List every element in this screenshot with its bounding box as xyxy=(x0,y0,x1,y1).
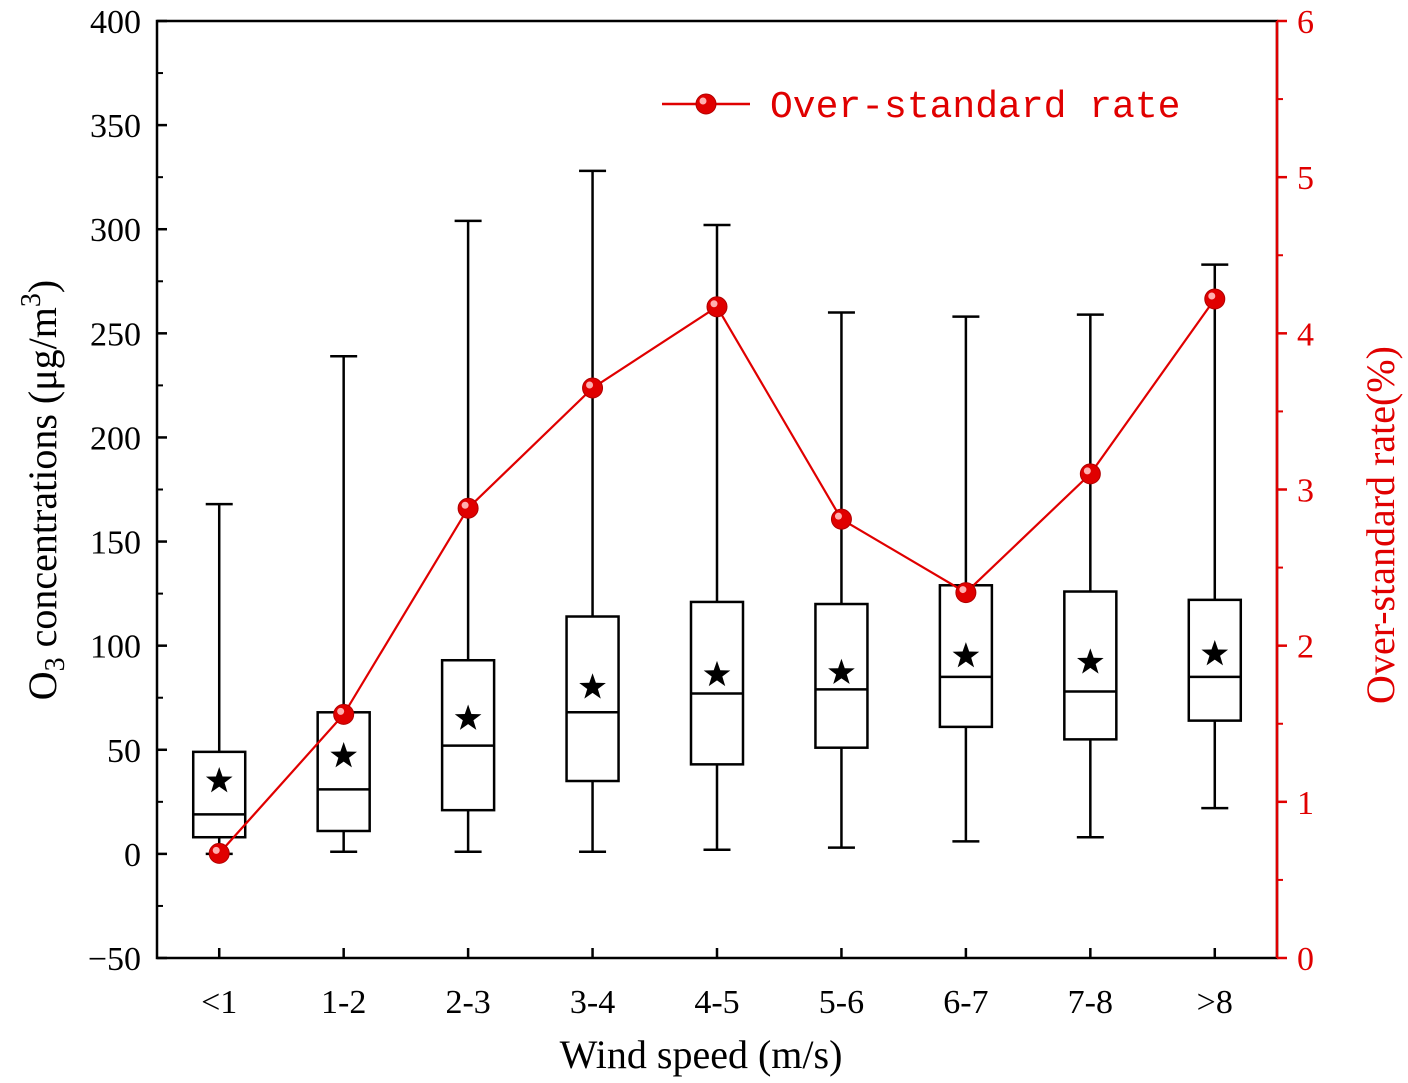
rate-point-3 xyxy=(457,497,479,519)
iqr-box xyxy=(689,600,745,766)
rate-marker xyxy=(1079,463,1101,485)
y-axis-title-subscript: 3 xyxy=(40,657,71,671)
rate-marker xyxy=(333,703,355,725)
legend-label: Over-standard rate xyxy=(770,86,1180,129)
left-tick-label: 400 xyxy=(90,4,141,41)
y-axis-title: O3 concentrations (μg/m3) xyxy=(16,280,71,700)
y-axis-title-end: ) xyxy=(20,280,65,293)
left-tick-label: 250 xyxy=(90,316,141,353)
mean-star xyxy=(1201,640,1229,666)
mean-star xyxy=(1077,648,1104,674)
right-tick-label: 1 xyxy=(1297,785,1314,822)
x-tick-label: 6-7 xyxy=(943,984,988,1021)
box-6 xyxy=(814,311,869,849)
box-1 xyxy=(191,502,247,856)
legend-marker xyxy=(695,93,717,115)
box-2 xyxy=(316,354,371,854)
rate-point-9 xyxy=(1204,288,1226,310)
rate-marker xyxy=(582,377,604,399)
mean-star xyxy=(579,673,606,699)
mean-star xyxy=(205,767,233,793)
iqr-box xyxy=(191,750,247,839)
rate-point-1 xyxy=(208,842,230,864)
left-tick-label: 350 xyxy=(90,108,141,145)
rate-marker xyxy=(208,842,230,864)
y2-axis-title: Over-standard rate(%) xyxy=(1358,346,1403,704)
box-4 xyxy=(565,169,620,854)
x-tick-label: 4-5 xyxy=(694,984,739,1021)
right-tick-label: 2 xyxy=(1297,629,1314,666)
right-tick-label: 0 xyxy=(1297,941,1314,978)
y-axis-title-middle: concentrations (μg/m xyxy=(20,307,65,657)
rate-marker xyxy=(1204,288,1226,310)
right-tick-label: 3 xyxy=(1297,473,1314,510)
rate-marker-highlight xyxy=(212,846,220,854)
x-axis-title: Wind speed (m/s) xyxy=(560,1032,843,1077)
right-tick-label: 4 xyxy=(1297,316,1314,353)
legend-marker-highlight xyxy=(699,97,707,105)
left-tick-label: 0 xyxy=(124,837,141,874)
box-5 xyxy=(689,223,745,851)
box-3 xyxy=(440,219,496,854)
left-tick-label: 300 xyxy=(90,212,141,249)
rate-point-4 xyxy=(582,377,604,399)
right-tick-label: 5 xyxy=(1297,160,1314,197)
left-tick-label: 50 xyxy=(107,733,141,770)
left-tick-label: 200 xyxy=(90,420,141,457)
box-8 xyxy=(1063,313,1118,839)
x-tick-label: 2-3 xyxy=(445,984,490,1021)
rate-marker-highlight xyxy=(1208,292,1216,300)
rate-marker-highlight xyxy=(461,501,469,509)
rate-marker-highlight xyxy=(959,586,967,594)
mean-star xyxy=(330,742,357,768)
rate-marker xyxy=(457,497,479,519)
box-9 xyxy=(1187,263,1243,810)
rate-marker-highlight xyxy=(1083,467,1091,475)
right-tick-label: 6 xyxy=(1297,4,1314,41)
x-tick-label: >8 xyxy=(1197,984,1233,1021)
legend: Over-standard rate xyxy=(662,86,1180,129)
y-axis-title-superscript: 3 xyxy=(16,293,47,307)
box-7 xyxy=(938,315,994,843)
left-tick-label: 150 xyxy=(90,525,141,562)
rate-marker xyxy=(955,582,977,604)
x-axis-ticks: <1 1-2 2-3 3-4 4-5 5-6 6-7 7-8 >8 xyxy=(201,948,1233,1021)
mean-star xyxy=(952,642,980,668)
mean-star xyxy=(703,660,731,687)
left-tick-label: 100 xyxy=(90,629,141,666)
y-axis-title-prefix: O xyxy=(20,671,65,700)
iqr-box xyxy=(440,658,496,812)
rate-point-7 xyxy=(955,582,977,604)
mean-star xyxy=(828,658,855,685)
rate-marker-highlight xyxy=(586,381,594,389)
rate-point-6 xyxy=(830,508,852,530)
x-tick-label: 1-2 xyxy=(321,984,366,1021)
x-tick-label: 3-4 xyxy=(570,984,615,1021)
iqr-box xyxy=(1187,598,1243,722)
left-tick-label: −50 xyxy=(88,941,141,978)
rate-marker-highlight xyxy=(337,707,345,715)
rate-point-5 xyxy=(706,296,728,318)
right-axis-ticks: 0 1 2 3 4 5 6 xyxy=(1277,4,1314,978)
iqr-box xyxy=(565,615,620,783)
x-tick-label: <1 xyxy=(201,984,237,1021)
rate-point-8 xyxy=(1079,463,1101,485)
x-tick-label: 5-6 xyxy=(819,984,864,1021)
iqr-box xyxy=(316,711,371,833)
left-axis-ticks: −50 0 50 100 150 200 250 300 350 400 xyxy=(88,4,167,978)
rate-marker xyxy=(830,508,852,530)
mean-star xyxy=(454,704,482,730)
rate-series-layer xyxy=(208,288,1226,864)
rate-marker-highlight xyxy=(710,300,718,308)
box-layer xyxy=(191,169,1243,856)
x-tick-label: 7-8 xyxy=(1068,984,1113,1021)
rate-point-2 xyxy=(333,703,355,725)
rate-marker xyxy=(706,296,728,318)
rate-marker-highlight xyxy=(834,512,842,520)
